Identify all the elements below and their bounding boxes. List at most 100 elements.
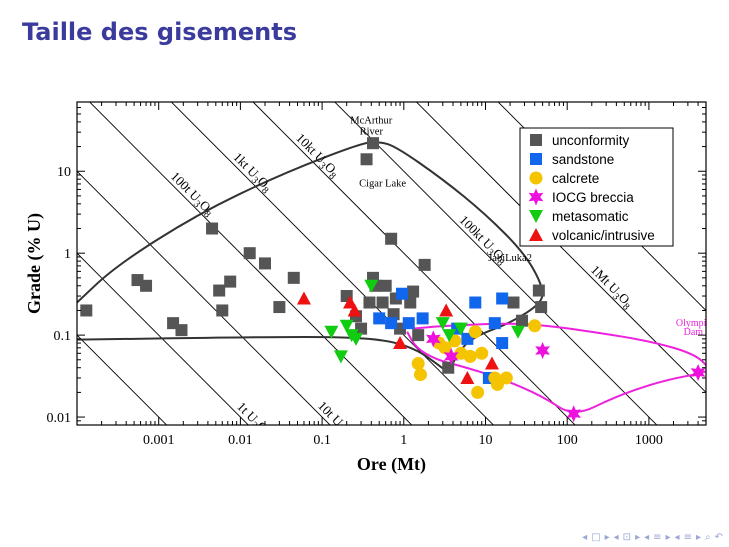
nav-next-part-icon[interactable]: ▸ (695, 532, 701, 543)
legend-item: metasomatic (529, 209, 629, 224)
data-point (412, 329, 425, 342)
nav-prev-part-icon[interactable]: ◂ (674, 532, 680, 543)
nav-prev-subsection-icon[interactable]: ◂ (613, 532, 619, 543)
series-volcanic-intrusive (296, 291, 499, 384)
nav-frame-icon[interactable]: □ (591, 532, 601, 543)
data-point (367, 137, 380, 150)
data-point (463, 349, 477, 363)
legend-marker (529, 210, 543, 223)
data-point (385, 232, 398, 245)
data-point (324, 325, 339, 339)
nav-prev-section-icon[interactable]: ◂ (644, 532, 650, 543)
nav-search-icon[interactable]: ⌕ (705, 532, 711, 543)
data-point (516, 314, 529, 327)
series-unconformity (80, 137, 548, 374)
y-axis-title: Grade (% U) (24, 213, 45, 314)
data-point (296, 291, 311, 305)
data-point (488, 317, 501, 330)
data-point (402, 317, 415, 330)
legend: unconformity sandstone calcrete IOCG brecci… (519, 127, 674, 247)
data-point (393, 336, 408, 350)
data-point (413, 368, 427, 382)
data-point (535, 342, 550, 359)
legend-item: sandstone (530, 152, 614, 167)
data-point (499, 371, 513, 385)
data-point (469, 296, 482, 309)
data-point (426, 330, 441, 348)
data-point (490, 377, 504, 391)
data-point (438, 341, 452, 355)
envelope-unconformity (77, 141, 544, 371)
data-point (496, 292, 509, 305)
y-tick-label: 0.1 (54, 329, 72, 344)
legend-label: volcanic/intrusive (552, 228, 655, 243)
data-point (407, 285, 420, 298)
data-point (416, 312, 429, 325)
data-point (468, 325, 482, 339)
data-point (364, 279, 379, 293)
data-point (140, 279, 153, 292)
nav-next-subsection-icon[interactable]: ▸ (635, 532, 641, 543)
nav-section-icon[interactable]: ≡ (653, 532, 662, 543)
data-point (418, 258, 431, 271)
data-point (339, 319, 354, 333)
nav-next-frame-icon[interactable]: ▸ (604, 532, 610, 543)
x-axis: 0.001 0.01 0.1 1 10 100 1000 (76, 102, 707, 448)
x-tick-label: 1000 (635, 433, 663, 448)
data-point (535, 301, 548, 314)
data-point (80, 304, 93, 317)
legend-marker (530, 134, 542, 146)
legend-label: calcrete (552, 171, 599, 186)
data-point (363, 296, 376, 309)
annotation-label: River (360, 127, 384, 138)
data-point (343, 295, 358, 309)
data-point (443, 347, 459, 365)
data-point (355, 322, 368, 335)
nav-part-icon[interactable]: ≡ (683, 532, 692, 543)
data-point (349, 332, 364, 346)
data-point (496, 337, 509, 350)
legend-box (519, 127, 674, 247)
annotation-label: Dam (684, 327, 704, 338)
y-tick-label: 0.01 (47, 411, 72, 426)
x-tick-label: 1 (400, 433, 407, 448)
y-axis: 0.01 0.1 1 10 (47, 101, 706, 426)
data-point (442, 329, 457, 343)
data-point (273, 301, 286, 314)
isoline-label: 1Mt U3O8 (586, 262, 637, 313)
data-point (411, 357, 425, 371)
x-tick-label: 0.1 (313, 433, 331, 448)
legend-marker (528, 188, 544, 206)
slide-title: Taille des gisements (22, 18, 297, 46)
legend-item: unconformity (530, 133, 630, 148)
beamer-navigation-bar: ◂ □ ▸ ◂ ⊡ ▸ ◂ ≡ ▸ ◂ ≡ ▸ ⌕ ↶ (582, 532, 723, 543)
series-iocg-breccia (426, 330, 706, 423)
nav-subsection-icon[interactable]: ⊡ (622, 532, 632, 543)
data-point (258, 257, 271, 270)
isoline-label: 100t U3O8 (166, 168, 218, 220)
legend-label: metasomatic (552, 209, 629, 224)
series-metasomatic (324, 279, 526, 364)
nav-prev-frame-icon[interactable]: ◂ (582, 532, 588, 543)
data-point (484, 356, 499, 370)
data-point (347, 303, 362, 317)
legend-label: IOCG breccia (552, 190, 634, 205)
data-point (471, 385, 485, 399)
data-point (287, 271, 300, 284)
x-tick-label: 100 (557, 433, 578, 448)
nav-next-section-icon[interactable]: ▸ (665, 532, 671, 543)
x-tick-label: 0.001 (143, 433, 175, 448)
data-point (690, 364, 706, 381)
data-point (442, 361, 455, 374)
series-calcrete (411, 319, 542, 399)
legend-label: sandstone (552, 152, 614, 167)
data-point (566, 405, 581, 423)
data-point (224, 275, 237, 288)
legend-marker (529, 228, 543, 241)
nav-back-icon[interactable]: ↶ (714, 532, 723, 543)
annotation-label: McArthur (350, 116, 392, 127)
